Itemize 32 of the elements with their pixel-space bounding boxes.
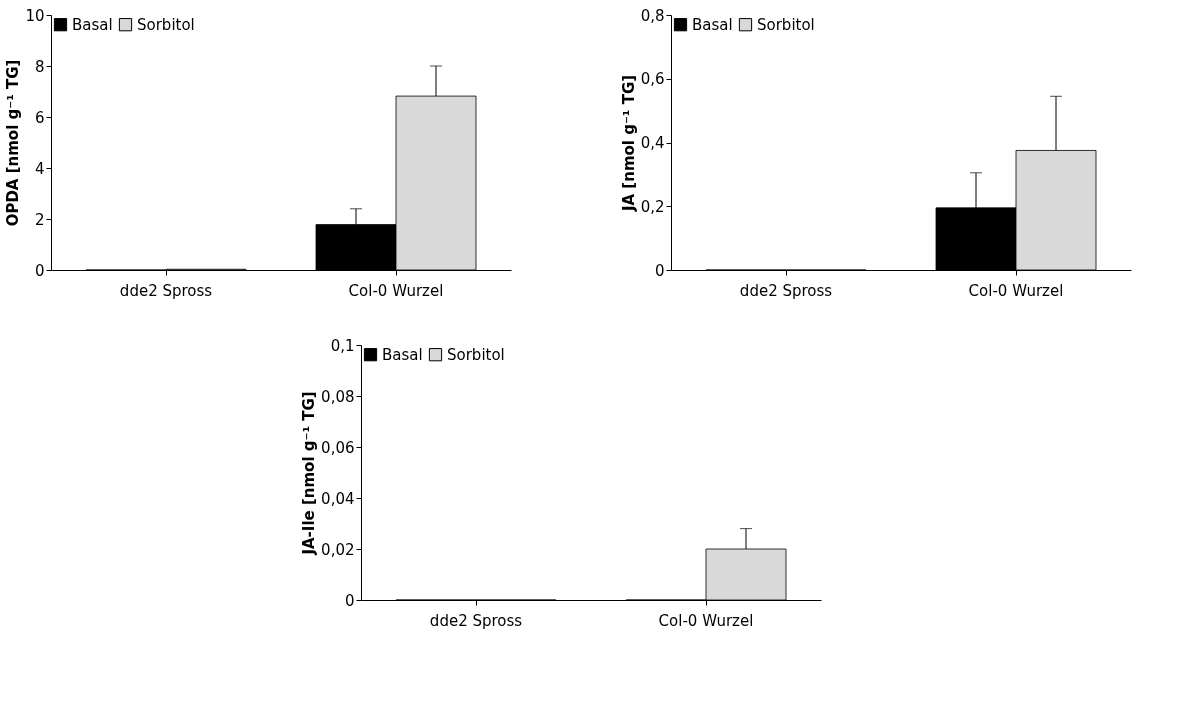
x-tick-label: Col-0 Wurzel [348,281,444,300]
x-tick-label: dde2 Spross [119,281,213,300]
legend-label: Basal [692,15,733,34]
legend-label: Basal [72,15,113,34]
legend-label: Sorbitol [137,15,195,34]
x-tick-label: dde2 Spross [429,611,523,630]
y-tick-label: 0 [344,591,355,610]
y-axis-title: OPDA [nmol g⁻¹ TG] [4,59,23,227]
y-axis-title: JA [nmol g⁻¹ TG] [619,74,638,213]
y-tick-label: 0,02 [321,540,355,559]
y-tick-label: 10 [25,6,45,25]
y-tick-label: 0 [34,261,45,280]
y-tick-label: 0 [654,261,665,280]
y-tick-label: 0,8 [640,6,665,25]
y-tick-label: 0,04 [321,489,355,508]
y-tick-label: 0,06 [321,438,355,457]
legend-label: Sorbitol [447,345,505,364]
y-tick-label: 0,08 [321,387,355,406]
x-tick-label: dde2 Spross [739,281,833,300]
legend-label: Basal [382,345,423,364]
y-tick-label: 0,4 [640,134,665,152]
y-tick-label: 0,2 [640,197,665,216]
y-tick-label: 0,6 [640,70,665,89]
x-tick-label: Col-0 Wurzel [968,281,1064,300]
y-axis-title: JA-Ile [nmol g⁻¹ TG] [300,391,319,556]
y-tick-label: 4 [34,159,45,178]
y-tick-label: 0,1 [330,336,355,355]
y-tick-label: 6 [34,108,45,127]
y-tick-label: 8 [34,57,45,76]
legend-label: Sorbitol [757,15,815,34]
x-tick-label: Col-0 Wurzel [658,611,754,630]
y-tick-label: 2 [34,210,45,229]
